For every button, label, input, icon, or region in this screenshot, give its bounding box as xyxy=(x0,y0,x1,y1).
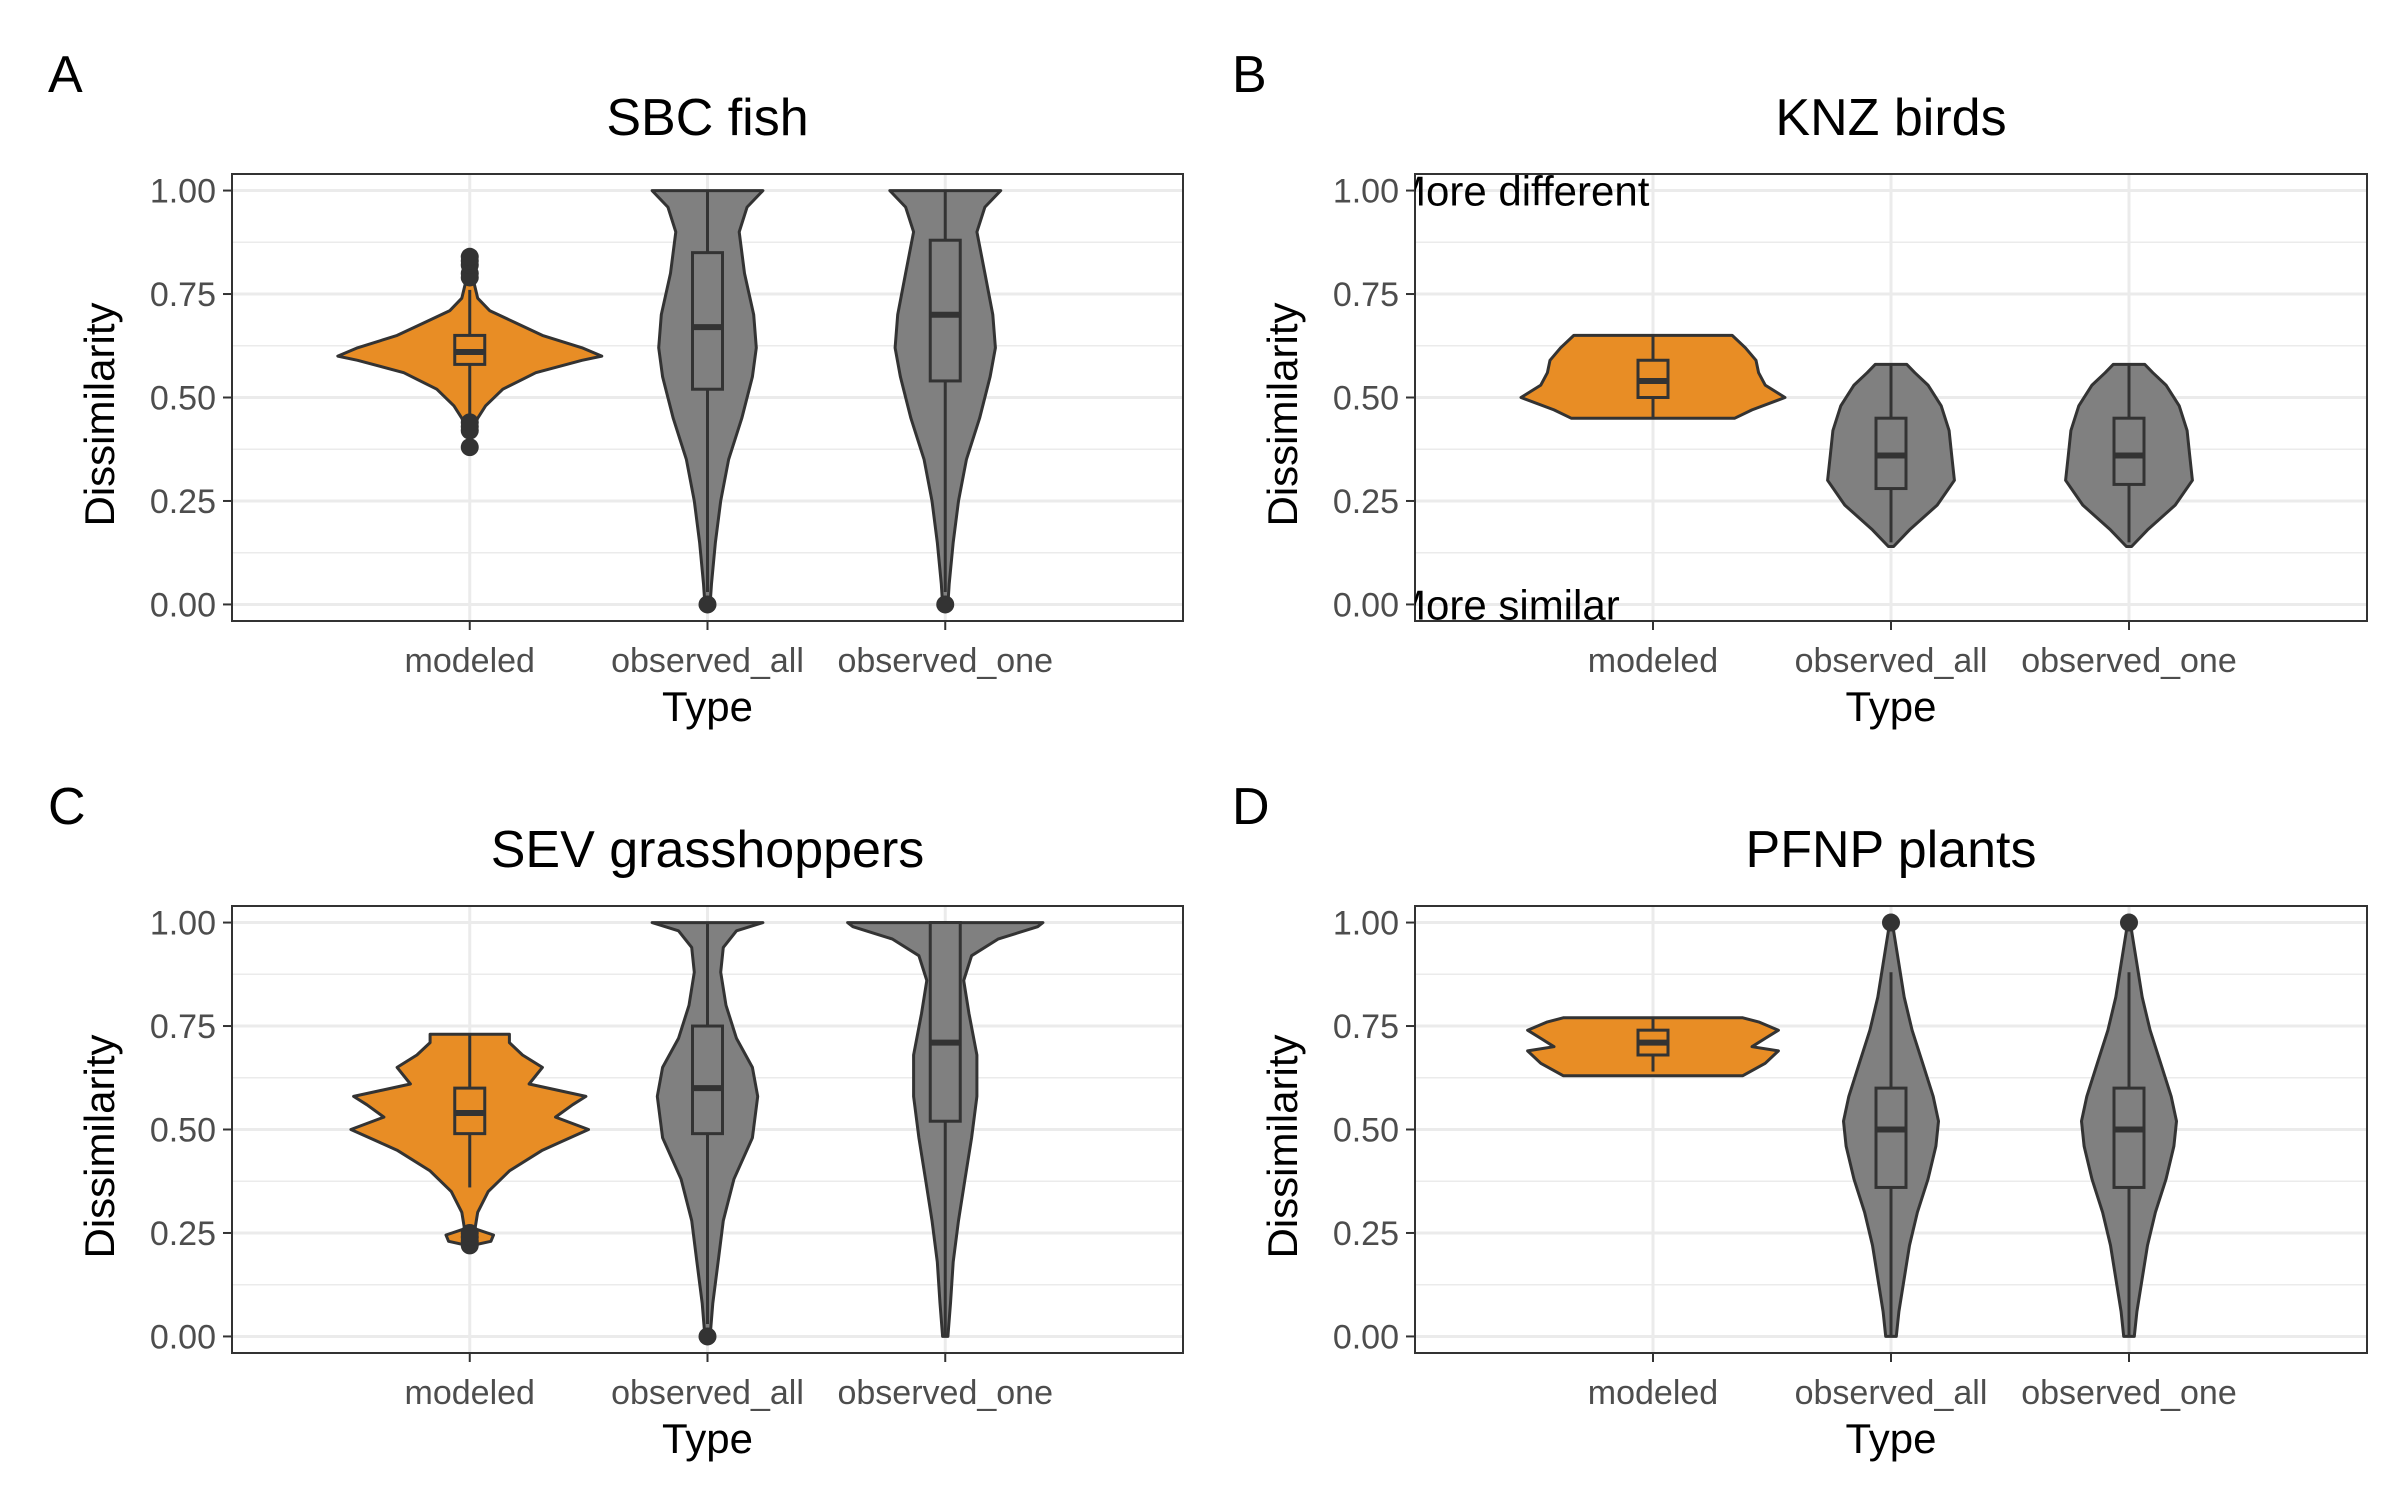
violin-modeled xyxy=(336,247,604,457)
y-tick-label: 0.00 xyxy=(150,1318,216,1356)
violin-observed_one xyxy=(846,921,1045,1338)
y-tick-label: 0.75 xyxy=(1333,276,1399,314)
y-tick-label: 1.00 xyxy=(1333,905,1399,943)
panel-title: KNZ birds xyxy=(1775,89,2006,147)
y-tick-label: 0.50 xyxy=(1333,1112,1399,1150)
y-tick-label: 0.00 xyxy=(1333,1318,1399,1356)
outlier-point xyxy=(460,247,479,266)
x-tick-label: observed_all xyxy=(1795,1374,1988,1412)
violin-observed_all xyxy=(650,921,765,1346)
x-tick-label: modeled xyxy=(405,1374,535,1412)
annotation-label: More similar xyxy=(1391,581,1620,628)
x-tick-label: observed_one xyxy=(837,642,1053,680)
panel-title: SEV grasshoppers xyxy=(491,821,925,879)
y-tick-label: 1.00 xyxy=(150,905,216,943)
y-tick-label: 0.75 xyxy=(150,276,216,314)
box xyxy=(928,921,962,1123)
outlier-point xyxy=(460,413,479,432)
y-tick-label: 0.50 xyxy=(1333,380,1399,418)
panel-b: 0.00 0.25 0.50 0.75 1.00 modeled observed_all o… xyxy=(1232,46,2368,730)
outlier-point xyxy=(698,595,717,614)
panel-a: 0.00 0.25 0.50 0.75 1.00 modeled observed_all o… xyxy=(48,46,1184,730)
outlier-point xyxy=(936,595,955,614)
x-tick-label: observed_one xyxy=(837,1374,1053,1412)
panel-c: 0.00 0.25 0.50 0.75 1.00 modeled observed_all o… xyxy=(48,778,1184,1462)
outlier-point xyxy=(1882,913,1900,932)
y-axis-title: Dissimilarity xyxy=(76,303,123,527)
y-tick-label: 0.25 xyxy=(150,483,216,521)
annotation-label: More different xyxy=(1391,168,1650,215)
y-tick-label: 0.50 xyxy=(150,380,216,418)
y-tick-label: 0.00 xyxy=(150,586,216,624)
violin-modeled xyxy=(349,1032,590,1255)
panel-tag: A xyxy=(48,46,83,104)
panel-tag: D xyxy=(1232,778,1270,836)
y-tick-label: 0.25 xyxy=(1333,483,1399,521)
y-tick-label: 1.00 xyxy=(1333,173,1399,211)
x-tick-label: observed_all xyxy=(1795,642,1988,680)
panel-title: PFNP plants xyxy=(1746,821,2037,879)
violin-observed_all xyxy=(650,189,765,614)
x-tick-label: observed_all xyxy=(611,642,804,680)
violin-observed_all xyxy=(1826,362,1956,548)
panel-tag: C xyxy=(48,778,86,836)
box xyxy=(691,1024,724,1136)
y-tick-label: 0.25 xyxy=(1333,1215,1399,1253)
outlier-point xyxy=(460,438,479,457)
panel-d: 0.00 0.25 0.50 0.75 1.00 modeled observed_all o… xyxy=(1232,778,2368,1462)
box xyxy=(2112,416,2146,486)
violin-observed_all xyxy=(1842,913,1940,1338)
box xyxy=(928,238,962,383)
x-axis-title: Type xyxy=(1845,1415,1936,1462)
violin-observed_one xyxy=(2064,362,2194,548)
y-tick-label: 1.00 xyxy=(150,173,216,211)
x-tick-label: observed_one xyxy=(2021,642,2237,680)
panel-title: SBC fish xyxy=(606,89,808,147)
y-axis-title: Dissimilarity xyxy=(1259,303,1306,527)
y-tick-label: 0.75 xyxy=(150,1008,216,1046)
x-tick-label: modeled xyxy=(1588,1374,1718,1412)
x-tick-label: modeled xyxy=(405,642,535,680)
violin-modeled xyxy=(1519,333,1787,420)
y-axis-title: Dissimilarity xyxy=(76,1035,123,1259)
y-tick-label: 0.50 xyxy=(150,1112,216,1150)
box xyxy=(2112,1086,2146,1189)
x-tick-label: observed_all xyxy=(611,1374,804,1412)
x-tick-label: modeled xyxy=(1588,642,1718,680)
violin-observed_one xyxy=(2080,913,2178,1338)
y-axis-title: Dissimilarity xyxy=(1259,1035,1306,1259)
violin-modeled xyxy=(1526,1016,1780,1078)
outlier-point xyxy=(460,1223,479,1242)
panel-tag: B xyxy=(1232,46,1267,104)
x-axis-title: Type xyxy=(1845,683,1936,730)
y-tick-label: 0.25 xyxy=(150,1215,216,1253)
outlier-point xyxy=(2120,913,2138,932)
x-tick-label: observed_one xyxy=(2021,1374,2237,1412)
violin-observed_one xyxy=(888,189,1003,614)
outlier-point xyxy=(698,1327,717,1346)
y-tick-label: 0.00 xyxy=(1333,586,1399,624)
y-tick-label: 0.75 xyxy=(1333,1008,1399,1046)
box xyxy=(691,251,724,391)
box xyxy=(1874,1086,1908,1189)
x-axis-title: Type xyxy=(662,683,753,730)
x-axis-title: Type xyxy=(662,1415,753,1462)
